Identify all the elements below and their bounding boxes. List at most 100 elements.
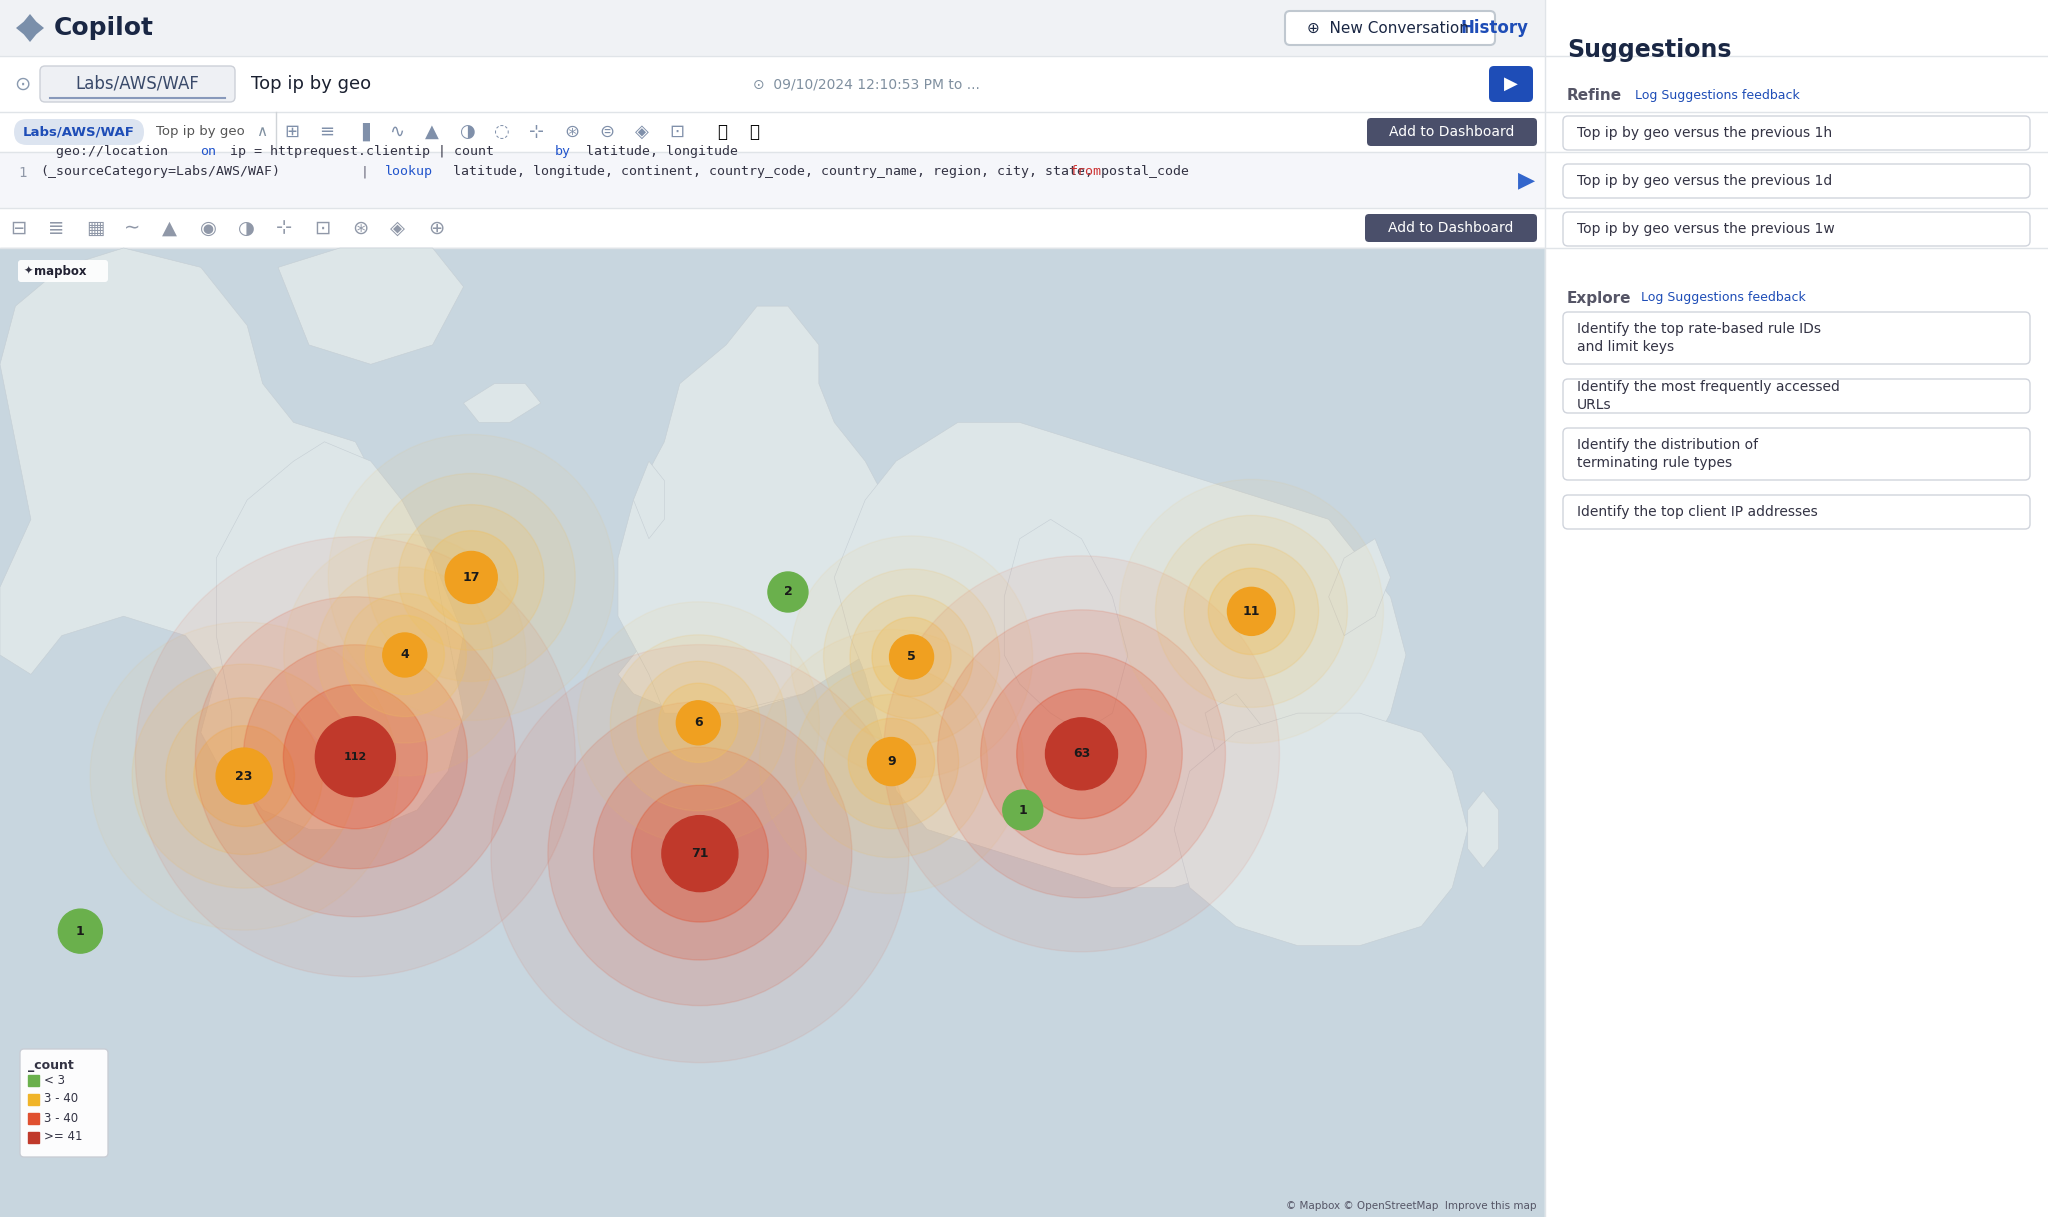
Text: © Mapbox © OpenStreetMap  Improve this map: © Mapbox © OpenStreetMap Improve this ma…	[1286, 1201, 1536, 1211]
Circle shape	[889, 635, 934, 679]
Text: ⊡: ⊡	[670, 123, 684, 141]
Polygon shape	[1004, 520, 1128, 733]
FancyBboxPatch shape	[1563, 495, 2030, 529]
Circle shape	[166, 697, 322, 854]
Circle shape	[549, 702, 852, 1005]
Text: Log Suggestions feedback: Log Suggestions feedback	[1634, 90, 1800, 102]
Circle shape	[823, 568, 999, 745]
Text: mapbox: mapbox	[35, 264, 86, 277]
Polygon shape	[16, 15, 43, 43]
Bar	[0, 208, 2048, 248]
FancyBboxPatch shape	[1563, 164, 2030, 198]
Text: Top ip by geo: Top ip by geo	[156, 125, 246, 139]
Bar	[0, 248, 1544, 1217]
FancyBboxPatch shape	[1366, 214, 1536, 242]
Text: lookup: lookup	[385, 166, 432, 178]
Circle shape	[399, 505, 545, 650]
Text: Explore: Explore	[1567, 291, 1632, 305]
Circle shape	[492, 645, 909, 1062]
Circle shape	[365, 616, 444, 695]
Text: ⊹: ⊹	[530, 123, 545, 141]
Circle shape	[1004, 790, 1042, 830]
Polygon shape	[217, 442, 463, 830]
Polygon shape	[1468, 791, 1499, 868]
Text: Identify the top rate-based rule IDs
and limit keys: Identify the top rate-based rule IDs and…	[1577, 321, 1821, 354]
Text: 3 - 40: 3 - 40	[43, 1111, 78, 1125]
Circle shape	[1120, 479, 1384, 744]
Text: ▶: ▶	[1518, 170, 1536, 190]
Circle shape	[1208, 568, 1294, 655]
FancyBboxPatch shape	[1563, 378, 2030, 413]
Text: on: on	[201, 145, 215, 158]
Text: < 3: < 3	[43, 1073, 66, 1087]
Text: ⊜: ⊜	[600, 123, 614, 141]
Text: ▲: ▲	[426, 123, 438, 141]
Text: ip = httprequest.clientip | count: ip = httprequest.clientip | count	[221, 145, 502, 158]
FancyBboxPatch shape	[14, 119, 143, 145]
Bar	[0, 56, 2048, 112]
Circle shape	[848, 718, 934, 804]
FancyBboxPatch shape	[1489, 66, 1534, 102]
Text: 23: 23	[236, 769, 252, 783]
FancyBboxPatch shape	[1284, 11, 1495, 45]
Polygon shape	[1204, 694, 1298, 848]
FancyBboxPatch shape	[41, 66, 236, 102]
Text: Log Suggestions feedback: Log Suggestions feedback	[1640, 292, 1806, 304]
Polygon shape	[618, 307, 897, 713]
Text: Identify the top client IP addresses: Identify the top client IP addresses	[1577, 505, 1819, 518]
Circle shape	[760, 629, 1024, 893]
Text: 👍: 👍	[717, 123, 727, 141]
Circle shape	[631, 785, 768, 922]
Circle shape	[659, 683, 737, 762]
Text: ⊞: ⊞	[285, 123, 299, 141]
Text: ▶: ▶	[1503, 75, 1518, 92]
FancyBboxPatch shape	[18, 260, 109, 282]
Text: |: |	[344, 166, 385, 178]
Circle shape	[1227, 588, 1276, 635]
Polygon shape	[633, 461, 664, 539]
Text: 👎: 👎	[750, 123, 760, 141]
Text: latitude, longitude: latitude, longitude	[578, 145, 737, 158]
Text: ◌: ◌	[494, 123, 510, 141]
Bar	[0, 152, 2048, 208]
Text: ⊟: ⊟	[10, 219, 27, 237]
Text: ◑: ◑	[238, 219, 256, 237]
Polygon shape	[834, 422, 1405, 887]
Text: >= 41: >= 41	[43, 1131, 82, 1144]
Circle shape	[315, 717, 395, 797]
Text: 9: 9	[887, 755, 895, 768]
Polygon shape	[279, 248, 463, 364]
Polygon shape	[0, 248, 463, 811]
Circle shape	[1155, 515, 1348, 707]
Text: ⊛: ⊛	[352, 219, 369, 237]
Text: 17: 17	[463, 571, 479, 584]
Circle shape	[217, 748, 272, 804]
Text: 11: 11	[1243, 605, 1260, 618]
Circle shape	[133, 664, 356, 888]
Bar	[29, 1114, 39, 1125]
Polygon shape	[618, 442, 897, 713]
Circle shape	[244, 645, 467, 869]
Text: Copilot: Copilot	[53, 16, 154, 40]
Text: ▦: ▦	[86, 219, 104, 237]
Text: 112: 112	[344, 752, 367, 762]
Circle shape	[195, 596, 516, 916]
Circle shape	[1184, 544, 1319, 679]
Text: Identify the most frequently accessed
URLs: Identify the most frequently accessed UR…	[1577, 380, 1839, 413]
Circle shape	[791, 535, 1032, 778]
Text: 6: 6	[694, 717, 702, 729]
Text: ▐: ▐	[354, 123, 369, 141]
Text: ◉: ◉	[201, 219, 217, 237]
Text: 4: 4	[401, 649, 410, 662]
Bar	[0, 112, 2048, 152]
Text: 1: 1	[18, 166, 27, 180]
Text: ⊙  09/10/2024 12:10:53 PM to ...: ⊙ 09/10/2024 12:10:53 PM to ...	[754, 77, 979, 91]
Text: ∧: ∧	[256, 124, 268, 140]
Circle shape	[444, 551, 498, 604]
Circle shape	[317, 567, 494, 744]
Text: 2: 2	[784, 585, 793, 599]
Circle shape	[850, 595, 973, 718]
Text: ⊛: ⊛	[565, 123, 580, 141]
Text: ∿: ∿	[389, 123, 406, 141]
Text: ≣: ≣	[47, 219, 63, 237]
